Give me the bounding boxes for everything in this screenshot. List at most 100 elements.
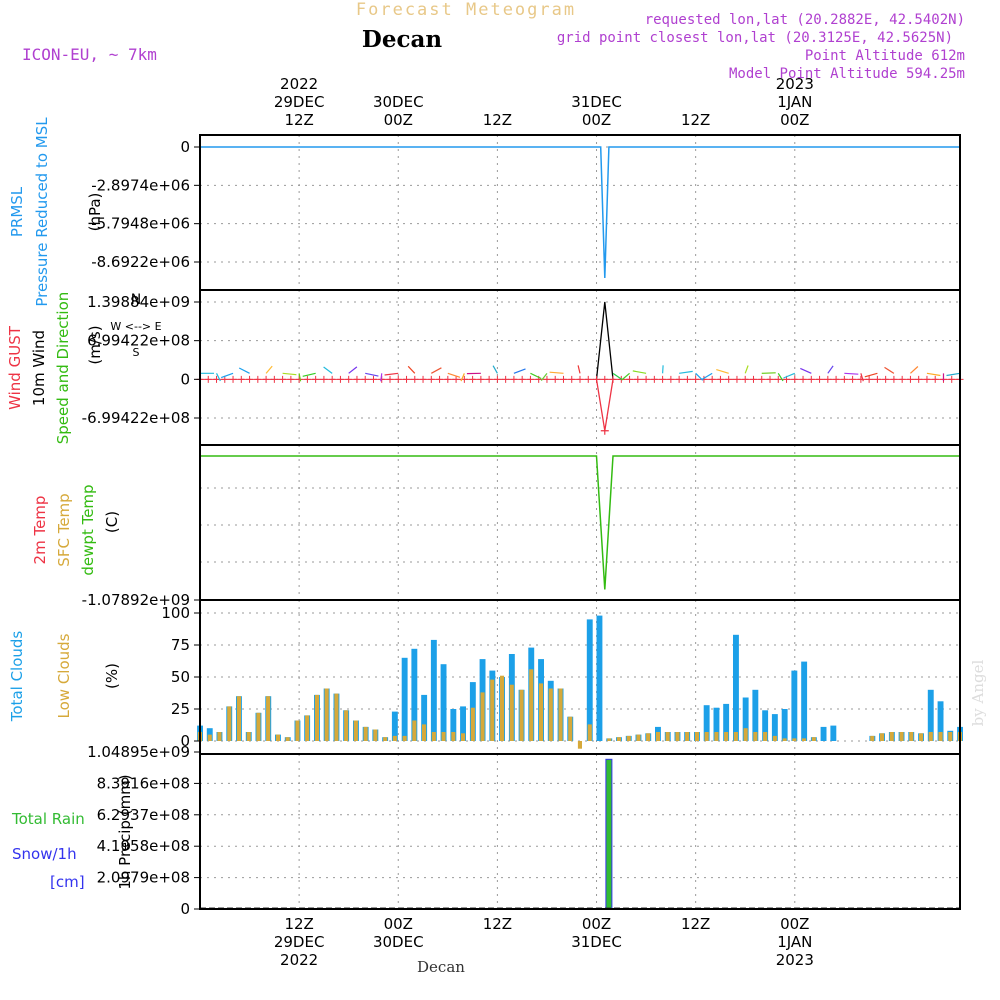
requested-coords: requested lon,lat (20.2882E, 42.5402N): [645, 12, 965, 28]
ytick-label: 25: [171, 700, 190, 718]
wind-arrow: [447, 372, 461, 378]
ylabel-pressure: Pressure Reduced to MSL: [33, 117, 51, 307]
ylabel-unit-temp: (C): [103, 511, 121, 533]
compass-s: S: [133, 346, 140, 359]
wind-arrow: [460, 373, 465, 382]
total-cloud-bar: [733, 634, 739, 741]
total-cloud-bar: [411, 648, 418, 741]
gust-marker: [287, 375, 295, 383]
low-cloud-bar: [324, 688, 329, 741]
low-cloud-bar: [422, 724, 427, 741]
bottom-time-label: 2023: [776, 951, 814, 969]
model-label: ICON-EU, ~ 7km: [22, 45, 157, 64]
gust-marker: [923, 375, 931, 383]
wind-arrow: [761, 372, 776, 374]
total-cloud-bar: [401, 657, 408, 741]
ytick-label: 1.04895e+09: [87, 743, 190, 761]
low-cloud-bar: [353, 720, 358, 741]
credit-watermark: by Angel: [969, 659, 987, 726]
low-cloud-bar: [275, 734, 280, 741]
top-time-label: 00Z: [582, 111, 611, 129]
total-cloud-bar: [752, 689, 759, 741]
low-cloud-bar: [314, 694, 319, 741]
ytick-label: -5.7948e+06: [91, 215, 190, 233]
gust-marker: [213, 375, 221, 383]
bottom-time-label: 00Z: [384, 915, 413, 933]
wind-arrow: [549, 371, 564, 374]
gust-marker: [948, 375, 956, 383]
total-cloud-bar: [430, 639, 437, 741]
low-cloud-bar: [441, 732, 446, 741]
gust-marker: [692, 375, 700, 383]
low-cloud-bar: [266, 696, 271, 741]
low-cloud-bar: [704, 732, 709, 741]
wind-speed-line: [595, 301, 614, 380]
gust-marker: [518, 375, 526, 383]
gust-marker: [469, 375, 477, 383]
wind-arrow: [679, 370, 693, 374]
gust-marker: [600, 426, 609, 435]
low-cloud-bar: [568, 716, 573, 741]
wind-arrow: [238, 367, 250, 374]
total-cloud-bar: [820, 726, 827, 741]
low-cloud-bar: [490, 679, 495, 741]
low-cloud-bar: [480, 692, 485, 741]
low-cloud-bar: [305, 715, 310, 741]
low-cloud-bar: [675, 732, 680, 741]
low-cloud-bar: [577, 741, 582, 749]
gust-marker: [361, 375, 369, 383]
low-cloud-bar: [694, 732, 699, 741]
top-time-label: 00Z: [780, 111, 809, 129]
gust-marker: [502, 375, 510, 383]
gust-marker: [279, 375, 287, 383]
wind-arrow: [302, 372, 316, 377]
low-cloud-bar: [889, 732, 894, 741]
ylabel-wind-dir: Speed and Direction: [54, 292, 72, 445]
ytick-label: -8.6922e+06: [91, 253, 190, 271]
low-cloud-bar: [470, 707, 475, 741]
gust-marker: [246, 375, 254, 383]
bottom-time-label: 12Z: [681, 915, 710, 933]
gust-marker: [890, 375, 898, 383]
gust-marker: [816, 375, 824, 383]
ytick-label: 2.0979e+08: [97, 869, 190, 887]
location-title: Decan: [362, 26, 442, 53]
low-cloud-bar: [392, 735, 397, 741]
low-cloud-bar: [928, 732, 933, 741]
wind-arrow: [702, 372, 713, 380]
top-time-label: 2023: [776, 75, 814, 93]
gust-marker: [427, 375, 435, 383]
gust-marker: [493, 375, 501, 383]
wind-arrow: [540, 372, 548, 381]
bottom-time-label: 31DEC: [571, 933, 622, 951]
wind-arrow: [910, 366, 919, 374]
total-cloud-bar: [391, 711, 398, 741]
low-cloud-bar: [227, 706, 232, 741]
bottom-time-label: 12Z: [284, 915, 313, 933]
gust-marker: [336, 375, 344, 383]
dewpt-line: [200, 455, 960, 590]
gust-marker: [915, 375, 923, 383]
bottom-time-label: 1JAN: [777, 933, 812, 951]
ytick-label: 6.2937e+08: [97, 806, 190, 824]
gust-marker: [551, 375, 559, 383]
gust-marker: [295, 375, 303, 383]
gust-marker: [650, 375, 658, 383]
ytick-label: 100: [161, 604, 190, 622]
wind-arrow: [864, 372, 878, 378]
low-cloud-bar: [899, 732, 904, 741]
low-cloud-bar: [616, 737, 621, 741]
low-cloud-bar: [509, 684, 514, 741]
gust-marker: [411, 375, 419, 383]
total-cloud-bar: [781, 709, 788, 741]
total-cloud-bar: [703, 705, 710, 741]
low-cloud-bar: [373, 729, 378, 741]
rain-bar: [605, 758, 613, 910]
low-cloud-bar: [646, 733, 651, 741]
ylabel-cm: [cm]: [50, 873, 85, 891]
wind-arrow: [844, 372, 859, 375]
low-cloud-bar: [500, 675, 505, 741]
total-cloud-bar: [723, 703, 730, 741]
low-cloud-bar: [451, 732, 456, 741]
wind-arrow: [431, 367, 442, 374]
